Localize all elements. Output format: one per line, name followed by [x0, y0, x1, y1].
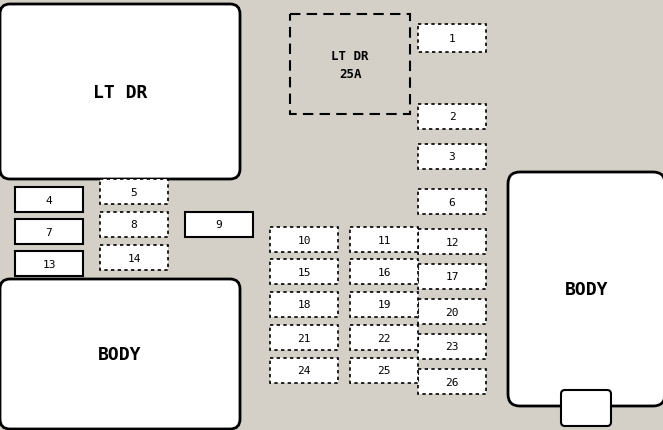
Bar	[350, 358, 418, 383]
Text: 6: 6	[449, 197, 455, 207]
Text: 23: 23	[446, 342, 459, 352]
Text: LT DR: LT DR	[93, 83, 147, 101]
Text: 9: 9	[215, 220, 222, 230]
Bar	[418, 144, 486, 169]
Bar	[15, 187, 83, 212]
Bar	[418, 25, 486, 53]
Text: 15: 15	[297, 267, 311, 277]
Text: BODY: BODY	[98, 345, 142, 363]
Text: LT DR: LT DR	[332, 50, 369, 63]
Text: 18: 18	[297, 300, 311, 310]
Text: 12: 12	[446, 237, 459, 247]
Text: BODY: BODY	[565, 280, 608, 298]
Text: 21: 21	[297, 333, 311, 343]
Bar	[100, 180, 168, 205]
Text: 1: 1	[449, 34, 455, 44]
Bar	[418, 264, 486, 289]
Text: 22: 22	[377, 333, 391, 343]
Bar	[418, 230, 486, 255]
Text: 8: 8	[131, 220, 137, 230]
Bar	[270, 227, 338, 252]
Bar	[418, 299, 486, 324]
Text: 25: 25	[377, 366, 391, 376]
Text: 20: 20	[446, 307, 459, 317]
Bar	[270, 358, 338, 383]
Bar	[418, 369, 486, 394]
Bar	[418, 190, 486, 215]
Bar	[185, 212, 253, 237]
Text: 7: 7	[46, 227, 52, 237]
Text: 5: 5	[131, 187, 137, 197]
Text: 19: 19	[377, 300, 391, 310]
Bar	[418, 105, 486, 130]
Text: 17: 17	[446, 272, 459, 282]
FancyBboxPatch shape	[508, 172, 663, 406]
Text: 11: 11	[377, 235, 391, 245]
Text: 16: 16	[377, 267, 391, 277]
FancyBboxPatch shape	[561, 390, 611, 426]
Text: 10: 10	[297, 235, 311, 245]
Bar	[350, 292, 418, 317]
Bar	[290, 15, 410, 115]
Bar	[100, 246, 168, 270]
Bar	[350, 325, 418, 350]
Bar	[350, 227, 418, 252]
Bar	[15, 252, 83, 276]
Text: 2: 2	[449, 112, 455, 122]
Text: 3: 3	[449, 152, 455, 162]
Bar	[350, 259, 418, 284]
FancyBboxPatch shape	[0, 5, 240, 180]
Bar	[270, 325, 338, 350]
Text: 14: 14	[127, 253, 141, 263]
Bar	[418, 334, 486, 359]
FancyBboxPatch shape	[0, 280, 240, 429]
Text: 26: 26	[446, 377, 459, 387]
Text: 25A: 25A	[339, 68, 361, 81]
Bar	[270, 292, 338, 317]
Text: 13: 13	[42, 259, 56, 269]
Text: 24: 24	[297, 366, 311, 376]
Bar	[270, 259, 338, 284]
Bar	[15, 219, 83, 244]
Text: 4: 4	[46, 195, 52, 205]
Bar	[100, 212, 168, 237]
